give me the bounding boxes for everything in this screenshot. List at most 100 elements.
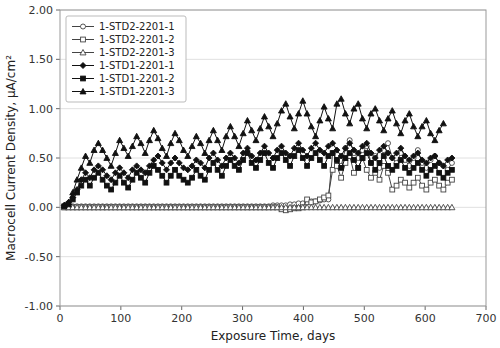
series bbox=[61, 140, 455, 208]
data-point bbox=[185, 153, 191, 158]
data-point bbox=[108, 163, 114, 168]
data-point bbox=[372, 106, 378, 111]
data-point bbox=[288, 163, 293, 168]
data-point bbox=[117, 137, 123, 142]
legend: 1-STD2-2201-11-STD2-2201-21-STD2-2201-31… bbox=[66, 16, 186, 102]
data-point bbox=[215, 137, 221, 142]
legend-marker bbox=[80, 50, 86, 55]
data-point bbox=[304, 111, 310, 116]
grid-line bbox=[60, 108, 486, 109]
data-point bbox=[155, 135, 161, 140]
y-tick-label: -0.50 bbox=[25, 251, 53, 264]
data-point bbox=[257, 125, 263, 130]
data-point bbox=[227, 150, 233, 156]
data-point bbox=[261, 143, 267, 149]
data-point bbox=[296, 111, 302, 116]
y-tick bbox=[56, 59, 60, 60]
data-point bbox=[283, 158, 288, 163]
y-tick bbox=[56, 306, 60, 307]
data-point bbox=[224, 163, 229, 168]
data-point bbox=[449, 204, 455, 209]
data-point bbox=[249, 161, 254, 166]
data-point bbox=[122, 180, 127, 185]
data-point bbox=[347, 120, 353, 125]
data-point bbox=[313, 140, 319, 146]
data-point bbox=[125, 153, 131, 158]
data-point bbox=[176, 160, 182, 166]
data-point bbox=[109, 187, 114, 192]
series bbox=[61, 204, 455, 209]
data-point bbox=[190, 175, 195, 180]
x-axis-label: Exposure Time, days bbox=[211, 329, 336, 343]
data-point bbox=[155, 153, 161, 159]
legend-label: 1-STD1-2201-1 bbox=[99, 60, 175, 71]
data-point bbox=[176, 137, 182, 142]
data-point bbox=[356, 165, 361, 170]
y-tick-label: -1.00 bbox=[25, 300, 53, 313]
series bbox=[61, 96, 446, 208]
data-point bbox=[291, 125, 297, 130]
data-point bbox=[139, 175, 144, 180]
x-tick bbox=[181, 306, 182, 310]
data-point bbox=[245, 151, 250, 156]
data-point bbox=[300, 98, 306, 103]
data-point bbox=[381, 127, 387, 132]
data-point bbox=[415, 175, 420, 180]
data-point bbox=[415, 161, 420, 166]
data-point bbox=[296, 140, 302, 146]
data-point bbox=[210, 150, 216, 156]
data-point bbox=[87, 183, 92, 188]
data-point bbox=[355, 101, 361, 106]
data-point bbox=[159, 160, 165, 166]
data-point bbox=[424, 187, 429, 192]
data-point bbox=[164, 167, 170, 173]
legend-marker bbox=[80, 89, 86, 94]
data-point bbox=[330, 125, 336, 130]
data-point bbox=[279, 151, 284, 156]
x-tick bbox=[486, 306, 487, 310]
data-point bbox=[352, 170, 357, 175]
data-point bbox=[74, 177, 80, 182]
data-point bbox=[279, 108, 285, 113]
data-point bbox=[300, 156, 305, 161]
data-point bbox=[423, 118, 429, 123]
series-line bbox=[64, 140, 452, 206]
data-point bbox=[92, 175, 97, 180]
data-point bbox=[227, 123, 233, 128]
data-point bbox=[347, 140, 353, 146]
data-point bbox=[134, 170, 139, 175]
data-point bbox=[325, 116, 331, 121]
background bbox=[0, 0, 500, 348]
data-point bbox=[96, 170, 101, 175]
y-tick-label: 0.00 bbox=[29, 201, 54, 214]
data-point bbox=[436, 127, 442, 132]
data-point bbox=[283, 101, 289, 106]
data-point bbox=[151, 157, 157, 163]
data-point bbox=[441, 175, 446, 180]
y-axis-label: Macrocell Current Density, μA/cm² bbox=[4, 55, 18, 261]
data-point bbox=[181, 147, 187, 152]
data-point bbox=[219, 147, 225, 152]
data-point bbox=[343, 156, 348, 161]
data-point bbox=[330, 151, 335, 156]
data-point bbox=[91, 147, 97, 152]
legend-label: 1-STD1-2201-3 bbox=[99, 86, 175, 97]
legend-label: 1-STD1-2201-2 bbox=[99, 73, 175, 84]
x-tick bbox=[120, 306, 121, 310]
data-point bbox=[394, 150, 400, 156]
data-point bbox=[411, 165, 416, 170]
data-point bbox=[194, 167, 199, 172]
plot-area bbox=[61, 96, 455, 213]
data-point bbox=[338, 96, 344, 101]
x-tick-label: 600 bbox=[415, 312, 436, 325]
data-point bbox=[377, 177, 382, 182]
data-point bbox=[419, 123, 425, 128]
data-point bbox=[369, 175, 374, 180]
data-point bbox=[440, 163, 446, 169]
data-point bbox=[450, 177, 455, 182]
data-point bbox=[441, 163, 446, 168]
chart-container: -1.00-0.500.000.501.001.502.000100200300… bbox=[0, 0, 500, 348]
data-point bbox=[143, 180, 148, 185]
data-point bbox=[78, 165, 84, 170]
plot-frame bbox=[60, 10, 486, 306]
